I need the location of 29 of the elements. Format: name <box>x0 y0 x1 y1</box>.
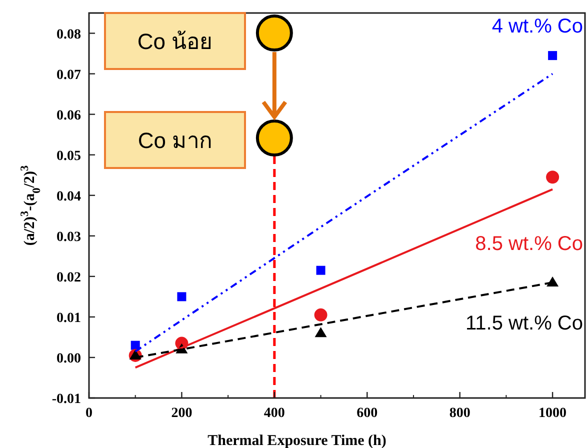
y-tick-label: 0.07 <box>56 68 81 83</box>
x-tick-label: 1000 <box>538 406 567 421</box>
y-tick-label: 0.00 <box>56 351 81 366</box>
y-tick-label: 0.02 <box>56 270 81 286</box>
point <box>177 292 186 302</box>
x-tick-label: 800 <box>449 406 470 421</box>
y-tick-label: -0.01 <box>52 392 81 407</box>
y-tick-label: 0.04 <box>56 189 81 204</box>
text: 8.5 wt.% Co <box>475 233 583 256</box>
x-axis-title: Thermal Exposure Time (h) <box>208 433 386 448</box>
y-tick-label: 0.08 <box>56 27 81 42</box>
point <box>314 327 327 338</box>
x-tick-label: 400 <box>264 406 285 421</box>
point <box>548 51 558 60</box>
point <box>316 266 326 275</box>
x-tick-label: 200 <box>171 406 192 421</box>
y-tick-label: 0.01 <box>56 310 81 326</box>
series-label: 4 wt.% Co <box>492 16 583 38</box>
annotation: Co น้อย <box>137 29 213 54</box>
x-tick-label: 0 <box>86 406 92 421</box>
x-tick-label: 600 <box>356 406 378 421</box>
y-tick-label: 0.06 <box>56 108 81 124</box>
line-series <box>134 188 554 369</box>
point <box>546 170 560 184</box>
annotation: Co มาก <box>138 128 212 153</box>
y-tick-label: 0.05 <box>56 148 81 164</box>
point <box>314 308 328 322</box>
series-label: 11.5 wt.% Co <box>466 312 583 334</box>
y-tick-label: 0.03 <box>56 230 81 245</box>
